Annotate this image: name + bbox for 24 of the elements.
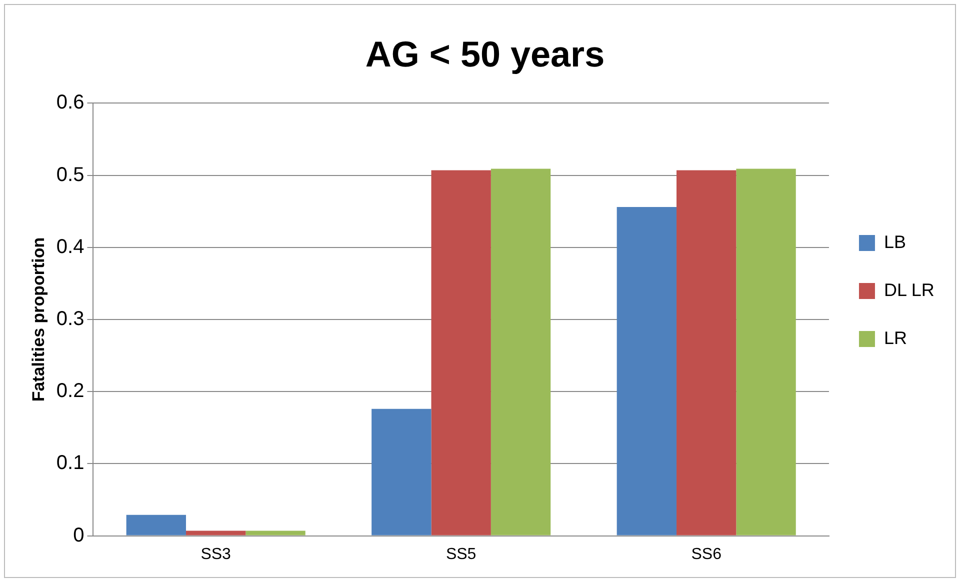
legend-label: DL LR [884,280,934,300]
bar [490,168,551,536]
y-tick-label: 0.1 [56,452,84,474]
y-tick-label: 0.6 [56,92,84,114]
bar [431,170,491,536]
bar [676,170,736,536]
legend-label: LB [884,232,906,252]
x-tick-label: SS6 [691,546,722,563]
y-tick-label: 0.5 [56,164,84,186]
y-tick-label: 0.2 [56,380,84,402]
bar [126,514,186,536]
bar [372,408,432,536]
legend-label: LR [884,328,907,348]
x-tick-label: SS3 [200,546,232,563]
y-tick-label: 0.3 [56,308,84,330]
y-tick-label: 0 [73,524,84,546]
chart-title: AG < 50 years [365,34,605,75]
bar [186,530,246,536]
bar [246,530,306,536]
y-tick-label: 0.4 [56,236,84,258]
bar [616,207,677,536]
bar [736,168,796,536]
y-axis-title: Fatalities proportion [28,237,48,402]
x-tick-label: SS5 [446,546,476,563]
